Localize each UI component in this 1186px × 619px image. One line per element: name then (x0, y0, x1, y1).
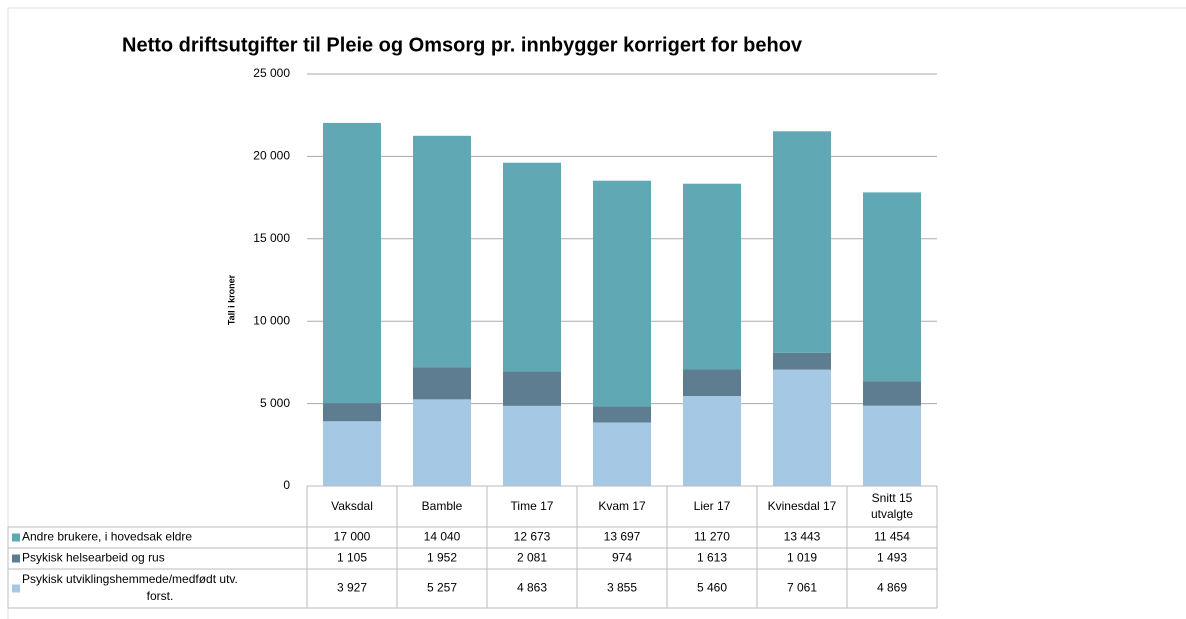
category-label: Kvinesdal 17 (768, 499, 837, 513)
table-value: 5 460 (697, 581, 727, 595)
category-label: Snitt 15 utvalgte (871, 491, 913, 521)
table-value: 2 081 (517, 551, 547, 565)
legend-swatch (12, 554, 20, 563)
bar-segment (593, 406, 651, 423)
bar-segment (773, 369, 831, 486)
bar-segment (593, 422, 651, 486)
legend-label: Andre brukere, i hovedsak eldre (22, 530, 192, 544)
bar-segment (863, 192, 921, 382)
legend-swatch (12, 584, 20, 593)
bar-segment (323, 421, 381, 486)
category-label: Kvam 17 (598, 499, 646, 513)
table-value: 17 000 (334, 530, 371, 544)
table-value: 11 270 (694, 530, 730, 544)
bar-segment (503, 162, 561, 372)
bar-segment (323, 403, 381, 422)
legend-swatch (12, 533, 20, 542)
table-value: 5 257 (427, 581, 457, 595)
bar-segment (503, 405, 561, 486)
bar-segment (503, 371, 561, 406)
category-label: Bamble (422, 499, 463, 513)
legend-label: Psykisk helsearbeid og rus (22, 551, 165, 565)
bar-segment (413, 367, 471, 400)
table-value: 1 952 (427, 551, 457, 565)
y-tick-label: 25 000 (253, 66, 290, 80)
y-tick-label: 15 000 (253, 231, 290, 245)
y-tick-label: 0 (283, 478, 290, 492)
bar-segment (683, 396, 741, 486)
table-value: 1 493 (877, 551, 907, 565)
table-value: 12 673 (514, 530, 551, 544)
y-axis-label: Tall i kroner (226, 274, 236, 325)
table-value: 4 863 (517, 581, 547, 595)
y-tick-label: 20 000 (253, 149, 290, 163)
bar-segment (683, 183, 741, 370)
table-value: 974 (612, 551, 632, 565)
bar-segment (413, 399, 471, 486)
y-tick-label: 5 000 (260, 396, 290, 410)
table-value: 7 061 (787, 581, 817, 595)
table-value: 1 019 (787, 551, 817, 565)
category-label: Time 17 (511, 499, 554, 513)
table-value: 11 454 (874, 530, 910, 544)
table-value: 3 927 (337, 581, 367, 595)
bar-segment (323, 122, 381, 404)
legend-label: Psykisk utviklingshemmede/medfødt utv. fo… (22, 572, 238, 603)
category-label: Lier 17 (694, 499, 731, 513)
table-value: 1 613 (697, 551, 727, 565)
bar-segment (593, 180, 651, 407)
bar-segment (773, 131, 831, 353)
table-value: 4 869 (877, 581, 907, 595)
bar-segment (413, 135, 471, 368)
bar-segment (683, 369, 741, 397)
table-value: 13 443 (784, 530, 821, 544)
chart-title: Netto driftsutgifter til Pleie og Omsorg… (122, 34, 803, 56)
table-value: 13 697 (604, 530, 641, 544)
bar-segment (863, 381, 921, 406)
bar-segment (863, 405, 921, 486)
bar-segment (773, 352, 831, 370)
category-label: Vaksdal (331, 499, 373, 513)
table-value: 3 855 (607, 581, 637, 595)
y-tick-label: 10 000 (253, 313, 290, 327)
table-value: 1 105 (337, 551, 367, 565)
table-value: 14 040 (424, 530, 461, 544)
